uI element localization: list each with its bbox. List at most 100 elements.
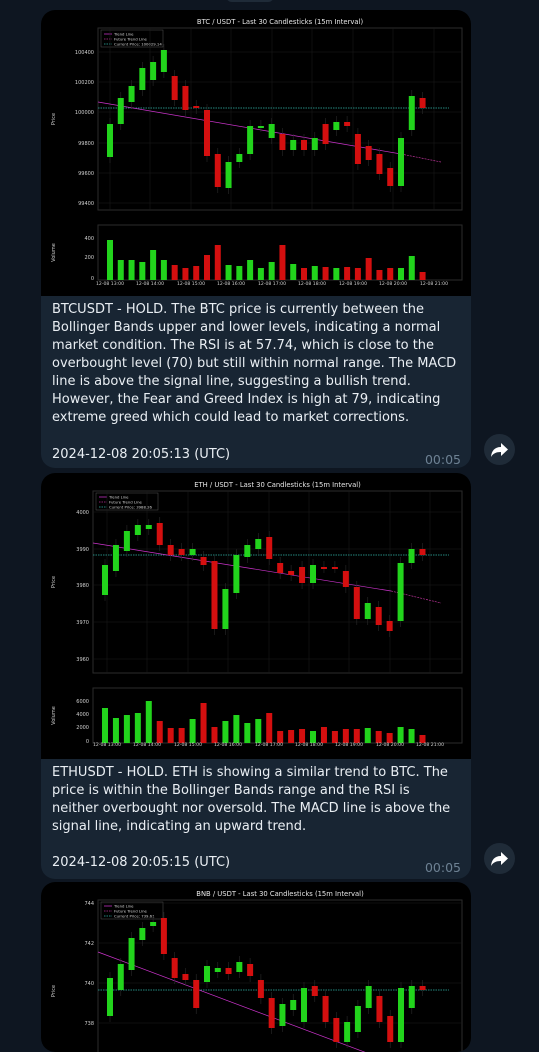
candle-body [344,122,351,126]
time-tick-label: 12-08 18:00 [298,281,326,287]
volume-bar [299,729,306,743]
volume-bar [171,265,178,280]
time-tick-label: 12-08 17:00 [258,281,286,287]
candle-body [408,96,415,130]
price-tick-label: 100200 [75,80,94,86]
candle-body [320,567,327,569]
candle-body [322,996,329,1022]
candle-body [387,168,394,186]
candlestick-chart-bnb: BNB / USDT - Last 30 Candlesticks (15m I… [51,890,463,1052]
candle-body [171,958,178,978]
candle-body [266,537,273,559]
price-tick-label: 99600 [78,171,94,177]
volume-bar [167,728,174,743]
candle-body [386,621,393,631]
candle-body [376,996,383,1022]
volume-bar [354,268,361,280]
candle-body [408,549,415,563]
candle-body [193,980,200,1008]
candle-body [171,76,178,100]
candle-body [211,561,218,629]
candle-body [222,589,229,629]
volume-bar [398,268,405,280]
candle-body [139,68,146,90]
scroll-indicator [226,0,274,2]
volume-bar [331,731,338,743]
candle-body [150,922,157,926]
candle-body [200,557,207,565]
candle-body [150,62,157,80]
time-tick-label: 12-08 21:00 [420,281,448,287]
candle-body [408,986,415,1008]
candle-body [182,974,189,980]
volume-tick-label: 200 [84,255,94,261]
volume-bar [344,267,351,280]
volume-bar [301,268,308,280]
price-tick-label: 742 [84,941,94,947]
message-bubble-eth: ETH / USDT - Last 30 Candlesticks (15m I… [41,473,471,879]
candle-body [247,964,254,976]
candle-body [156,523,163,545]
volume-bar [128,260,135,280]
candle-body [301,988,308,1022]
candle-body [344,1022,351,1042]
candle-body [310,565,317,583]
time-tick-label: 12-08 18:00 [295,742,323,748]
candle-body [397,563,404,621]
chart-legend-box [100,901,164,920]
message-timestamp: 2024-12-08 20:05:15 (UTC) [52,855,231,870]
candle-body [290,140,297,150]
chart-title: ETH / USDT - Last 30 Candlesticks (15m I… [194,481,361,489]
legend-label: Current Price: 739.61 [114,914,155,919]
forward-button[interactable] [484,843,515,874]
candle-body [214,154,221,187]
candle-body [331,567,338,569]
candle-body [107,978,113,1016]
candlestick-chart-eth: ETH / USDT - Last 30 Candlesticks (15m I… [51,481,463,748]
candle-body [123,531,130,551]
volume-bar [102,708,108,743]
candle-body [279,134,286,150]
candle-body [128,86,135,102]
candle-body [364,603,371,619]
chart-legend-box [100,29,164,48]
message-text: BTCUSDT - HOLD. The BTC price is current… [52,302,457,425]
candle-body [311,138,318,150]
legend-label: Current Price: 100029.14 [114,42,162,47]
volume-bar [266,713,273,743]
candle-body [277,563,284,573]
chart-image-bnb[interactable]: BNB / USDT - Last 30 Candlesticks (15m I… [41,882,471,1052]
candle-body [225,162,232,188]
candle-body [112,545,119,571]
volume-axis-label: Volume [51,243,57,262]
volume-tick-label: 0 [91,276,94,282]
volume-tick-label: 6000 [76,699,89,705]
candle-body [160,50,167,72]
volume-bar [211,727,218,743]
volume-bar [342,729,349,743]
candle-body [268,998,275,1028]
volume-bar [397,727,404,743]
candle-body [236,154,243,162]
time-tick-label: 12-08 16:00 [214,742,242,748]
chart-image-eth[interactable]: ETH / USDT - Last 30 Candlesticks (15m I… [41,473,471,759]
time-tick-label: 12-08 20:00 [379,281,407,287]
time-tick-label: 12-08 16:00 [217,281,245,287]
candle-body [419,986,426,990]
chart-title: BNB / USDT - Last 30 Candlesticks (15m I… [196,890,364,898]
future-trend-line [390,590,442,604]
candlestick-chart-btc: BTC / USDT - Last 30 Candlesticks (15m I… [51,18,463,287]
candle-body [160,918,167,954]
price-axis-label: Price [51,113,57,125]
volume-bar [156,721,163,743]
forward-button[interactable] [484,434,515,465]
chart-image-btc[interactable]: BTC / USDT - Last 30 Candlesticks (15m I… [41,10,471,296]
volume-bar [375,731,382,743]
candle-body [225,968,232,974]
time-tick-label: 12-08 14:00 [136,281,164,287]
volume-tick-label: 400 [84,236,94,242]
price-panel [97,899,463,1052]
volume-bar [123,715,130,743]
candle-body [193,106,200,108]
time-tick-label: 12-08 19:00 [335,742,363,748]
